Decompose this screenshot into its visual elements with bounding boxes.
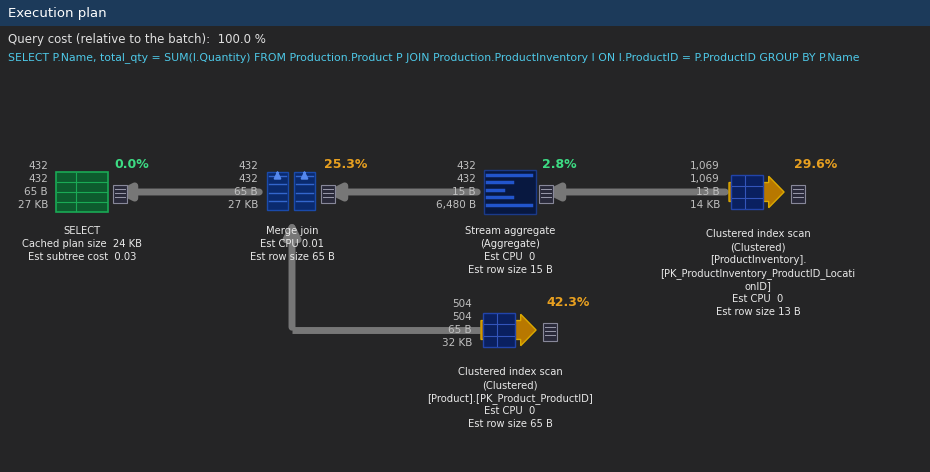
Polygon shape <box>729 176 784 208</box>
Bar <box>791 185 805 203</box>
Text: 15 B: 15 B <box>452 187 476 197</box>
Bar <box>484 170 536 214</box>
Text: 432: 432 <box>28 161 48 171</box>
Text: 2.8%: 2.8% <box>542 158 577 170</box>
Text: 432: 432 <box>238 161 258 171</box>
Bar <box>483 313 515 347</box>
Text: 0.0%: 0.0% <box>114 158 149 170</box>
Text: 1,069: 1,069 <box>690 161 720 171</box>
Text: Est row size 13 B: Est row size 13 B <box>715 307 801 317</box>
Polygon shape <box>481 314 536 346</box>
Bar <box>0 0 930 26</box>
Bar <box>321 185 335 203</box>
Text: onID]: onID] <box>745 281 772 291</box>
Text: Est row size 65 B: Est row size 65 B <box>249 252 335 262</box>
Text: Clustered index scan: Clustered index scan <box>706 229 810 239</box>
Text: (Clustered): (Clustered) <box>483 380 538 390</box>
Text: Est subtree cost  0.03: Est subtree cost 0.03 <box>28 252 136 262</box>
Text: 6,480 B: 6,480 B <box>436 200 476 210</box>
Bar <box>294 172 315 210</box>
Text: SELECT: SELECT <box>63 226 100 236</box>
Text: 432: 432 <box>28 174 48 184</box>
Text: 42.3%: 42.3% <box>546 295 590 309</box>
Text: SELECT P.Name, total_qty = SUM(I.Quantity) FROM Production.Product P JOIN Produc: SELECT P.Name, total_qty = SUM(I.Quantit… <box>8 52 859 63</box>
Text: Est row size 15 B: Est row size 15 B <box>468 265 552 275</box>
Text: 65 B: 65 B <box>448 325 472 335</box>
Text: Est CPU  0: Est CPU 0 <box>485 406 536 416</box>
Bar <box>56 172 108 212</box>
Bar <box>543 323 557 341</box>
Text: 432: 432 <box>238 174 258 184</box>
Text: 25.3%: 25.3% <box>324 158 367 170</box>
Text: 29.6%: 29.6% <box>794 158 837 170</box>
Text: [Product].[PK_Product_ProductID]: [Product].[PK_Product_ProductID] <box>427 393 593 404</box>
Text: 27 KB: 27 KB <box>18 200 48 210</box>
Text: 432: 432 <box>456 161 476 171</box>
Bar <box>731 175 763 209</box>
Text: 14 KB: 14 KB <box>690 200 720 210</box>
Text: Query cost (relative to the batch):  100.0 %: Query cost (relative to the batch): 100.… <box>8 34 266 47</box>
Text: 504: 504 <box>452 312 472 322</box>
Text: 65 B: 65 B <box>24 187 48 197</box>
Text: Est row size 65 B: Est row size 65 B <box>468 419 552 429</box>
Bar <box>113 185 127 203</box>
Text: 32 KB: 32 KB <box>442 338 472 348</box>
Text: 1,069: 1,069 <box>690 174 720 184</box>
Text: Est CPU  0: Est CPU 0 <box>485 252 536 262</box>
Text: 432: 432 <box>456 174 476 184</box>
Text: 13 B: 13 B <box>697 187 720 197</box>
Text: Est CPU  0: Est CPU 0 <box>733 294 784 304</box>
Text: Clustered index scan: Clustered index scan <box>458 367 563 377</box>
Bar <box>539 185 553 203</box>
Text: Execution plan: Execution plan <box>8 7 107 19</box>
Text: 504: 504 <box>452 299 472 309</box>
Text: [PK_ProductInventory_ProductID_Locati: [PK_ProductInventory_ProductID_Locati <box>660 268 856 279</box>
Bar <box>267 172 288 210</box>
Text: 65 B: 65 B <box>234 187 258 197</box>
Text: (Clustered): (Clustered) <box>730 242 786 252</box>
Text: Stream aggregate: Stream aggregate <box>465 226 555 236</box>
Text: Est CPU 0.01: Est CPU 0.01 <box>260 239 324 249</box>
Text: Cached plan size  24 KB: Cached plan size 24 KB <box>22 239 142 249</box>
Text: [ProductInventory].: [ProductInventory]. <box>710 255 806 265</box>
Text: Merge join: Merge join <box>266 226 318 236</box>
Text: (Aggregate): (Aggregate) <box>480 239 540 249</box>
Text: 27 KB: 27 KB <box>228 200 258 210</box>
